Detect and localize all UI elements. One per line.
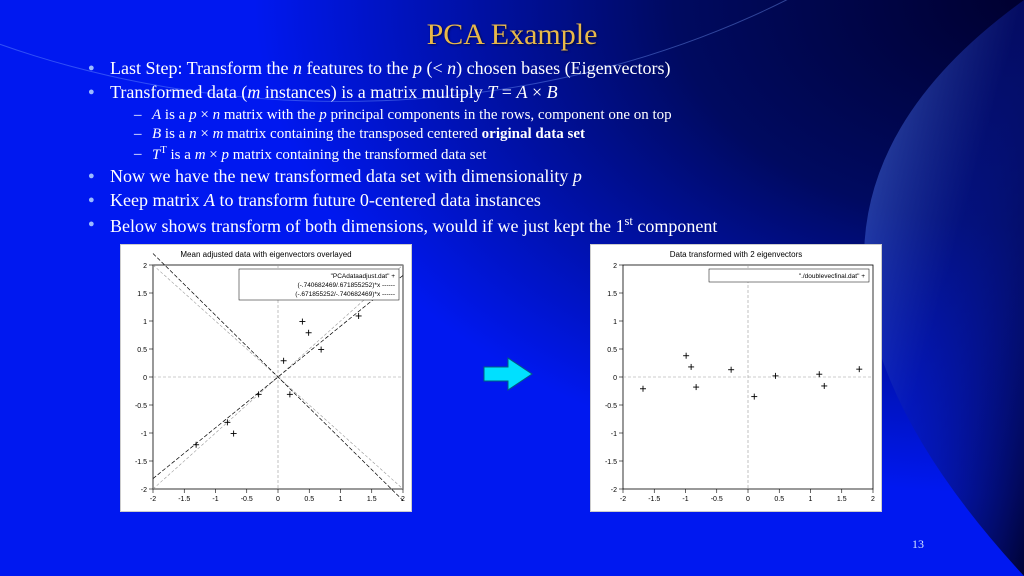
- svg-text:-1.5: -1.5: [135, 459, 147, 466]
- svg-text:2: 2: [613, 263, 617, 270]
- svg-text:-1.5: -1.5: [605, 459, 617, 466]
- chart-left: Mean adjusted data with eigenvectors ove…: [120, 244, 412, 512]
- svg-text:2: 2: [143, 263, 147, 270]
- sub-bullet-item: TT is a m × p matrix containing the tran…: [152, 145, 964, 164]
- bullet-item: Keep matrix A to transform future 0-cent…: [110, 190, 964, 212]
- sub-bullet-item: A is a p × n matrix with the p principal…: [152, 106, 964, 124]
- svg-text:0: 0: [746, 496, 750, 503]
- svg-text:-1.5: -1.5: [648, 496, 660, 503]
- svg-text:2: 2: [871, 496, 875, 503]
- svg-text:1: 1: [339, 496, 343, 503]
- svg-text:-0.5: -0.5: [135, 403, 147, 410]
- svg-text:0: 0: [613, 375, 617, 382]
- svg-text:0: 0: [143, 375, 147, 382]
- svg-text:-1.5: -1.5: [178, 496, 190, 503]
- svg-text:0.5: 0.5: [774, 496, 784, 503]
- bullet-item: Now we have the new transformed data set…: [110, 166, 964, 188]
- slide-title: PCA Example: [0, 0, 1024, 58]
- bullet-item: Transformed data (m instances) is a matr…: [110, 82, 964, 164]
- svg-text:1.5: 1.5: [607, 291, 617, 298]
- svg-text:"./doublevecfinal.dat" +: "./doublevecfinal.dat" +: [799, 273, 865, 280]
- svg-text:-0.5: -0.5: [605, 403, 617, 410]
- svg-text:-0.5: -0.5: [711, 496, 723, 503]
- svg-text:0.5: 0.5: [607, 347, 617, 354]
- svg-text:1: 1: [613, 319, 617, 326]
- svg-text:(-.671855252/-.740682469)*x -: (-.671855252/-.740682469)*x ------: [295, 291, 395, 298]
- sub-bullet-list: A is a p × n matrix with the p principal…: [152, 106, 964, 164]
- svg-text:1.5: 1.5: [137, 291, 147, 298]
- svg-text:-1: -1: [682, 496, 688, 503]
- svg-text:-1: -1: [141, 431, 147, 438]
- svg-text:-1: -1: [611, 431, 617, 438]
- figures-row: Mean adjusted data with eigenvectors ove…: [0, 244, 1024, 524]
- svg-text:1.5: 1.5: [367, 496, 377, 503]
- svg-text:-2: -2: [620, 496, 626, 503]
- svg-text:1: 1: [809, 496, 813, 503]
- svg-text:0: 0: [276, 496, 280, 503]
- bullet-item: Last Step: Transform the n features to t…: [110, 58, 964, 80]
- arrow-icon: [480, 354, 536, 394]
- svg-text:Data transformed with 2 eigenv: Data transformed with 2 eigenvectors: [670, 250, 803, 259]
- svg-text:1.5: 1.5: [837, 496, 847, 503]
- svg-text:-2: -2: [611, 487, 617, 494]
- svg-text:-0.5: -0.5: [241, 496, 253, 503]
- svg-text:-1: -1: [212, 496, 218, 503]
- svg-text:-2: -2: [150, 496, 156, 503]
- sub-bullet-item: B is a n × m matrix containing the trans…: [152, 125, 964, 143]
- svg-text:1: 1: [143, 319, 147, 326]
- svg-text:0.5: 0.5: [304, 496, 314, 503]
- svg-text:"PCAdataadjust.dat" +: "PCAdataadjust.dat" +: [331, 273, 396, 280]
- page-number: 13: [912, 537, 924, 552]
- svg-text:0.5: 0.5: [137, 347, 147, 354]
- bullet-list: Last Step: Transform the n features to t…: [110, 58, 964, 238]
- svg-text:(-.740682469/.671855252)*x --: (-.740682469/.671855252)*x ------: [297, 282, 395, 289]
- bullet-item: Below shows transform of both dimensions…: [110, 214, 964, 238]
- svg-text:Mean adjusted data with eigenv: Mean adjusted data with eigenvectors ove…: [180, 250, 351, 259]
- svg-text:-2: -2: [141, 487, 147, 494]
- chart-right: Data transformed with 2 eigenvectors -2-2…: [590, 244, 882, 512]
